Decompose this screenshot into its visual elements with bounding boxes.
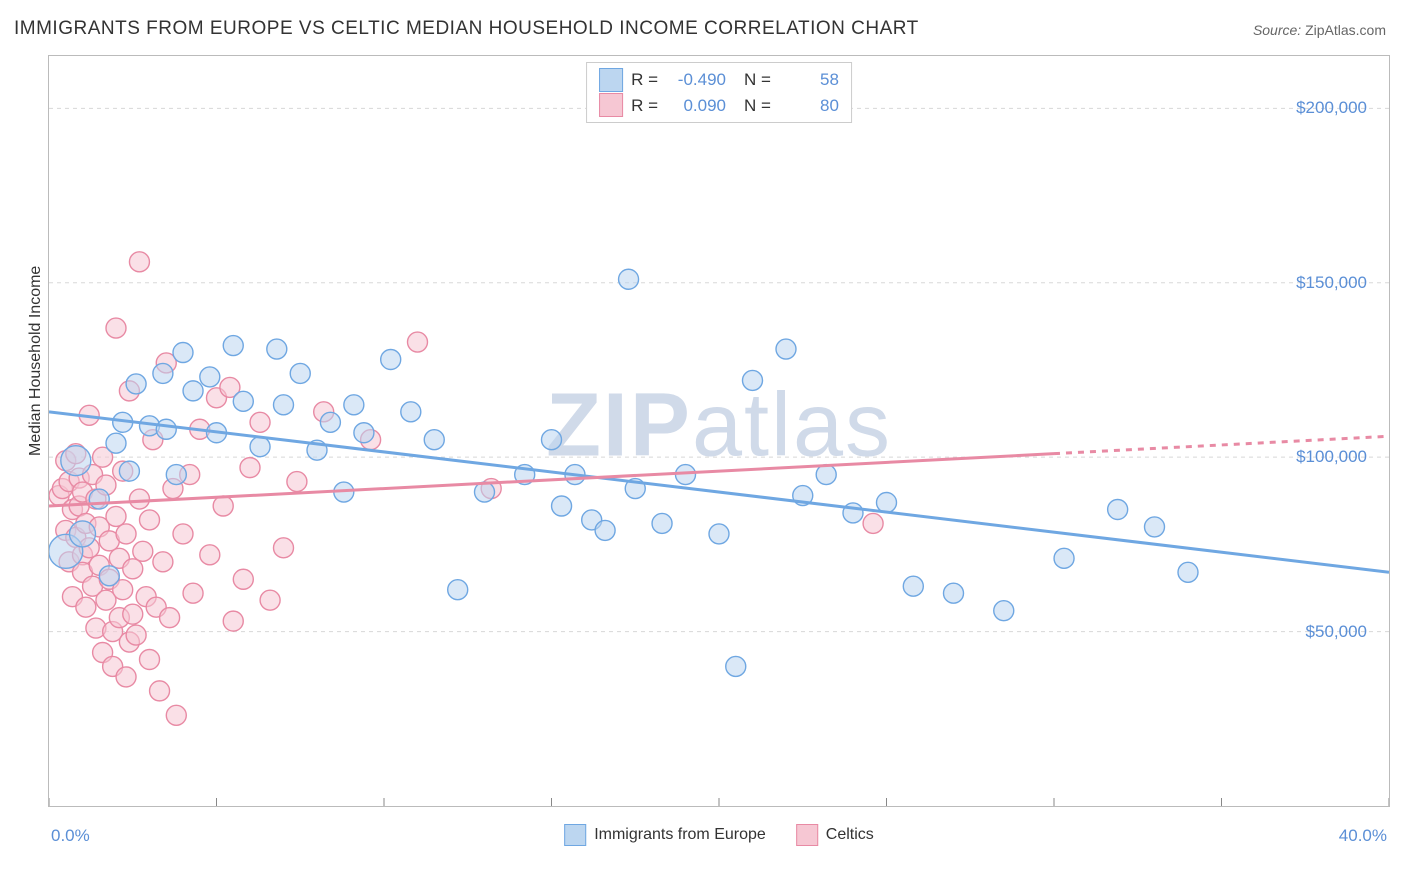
source-attribution: Source: ZipAtlas.com: [1253, 22, 1386, 38]
stat-n-value-1: 80: [779, 93, 839, 119]
y-tick-label: $50,000: [1306, 622, 1367, 642]
correlation-stats-box: R = -0.490 N = 58 R = 0.090 N = 80: [586, 62, 852, 123]
series-legend: Immigrants from Europe Celtics: [564, 824, 874, 846]
x-axis-min-label: 0.0%: [51, 826, 90, 846]
legend-item-0: Immigrants from Europe: [564, 824, 766, 846]
chart-area: Median Household Income ZIPatlas R = -0.…: [48, 55, 1390, 807]
stat-r-value-1: 0.090: [666, 93, 726, 119]
legend-swatch-0: [564, 824, 586, 846]
y-tick-label: $150,000: [1296, 273, 1367, 293]
stat-r-value-0: -0.490: [666, 67, 726, 93]
legend-swatch-1: [796, 824, 818, 846]
stat-n-label: N =: [744, 93, 771, 119]
stat-r-label: R =: [631, 93, 658, 119]
stat-r-label: R =: [631, 67, 658, 93]
y-tick-label: $200,000: [1296, 98, 1367, 118]
stats-row-series-0: R = -0.490 N = 58: [599, 67, 839, 93]
y-axis-label: Median Household Income: [27, 266, 45, 456]
swatch-series-1: [599, 93, 623, 117]
legend-label-0: Immigrants from Europe: [594, 826, 766, 843]
stat-n-label: N =: [744, 67, 771, 93]
source-label: Source:: [1253, 22, 1301, 38]
y-tick-label: $100,000: [1296, 447, 1367, 467]
swatch-series-0: [599, 68, 623, 92]
root: IMMIGRANTS FROM EUROPE VS CELTIC MEDIAN …: [0, 0, 1406, 892]
scatter-plot: [49, 56, 1389, 806]
legend-item-1: Celtics: [796, 824, 874, 846]
chart-title: IMMIGRANTS FROM EUROPE VS CELTIC MEDIAN …: [14, 18, 919, 40]
source-name: ZipAtlas.com: [1305, 22, 1386, 38]
stats-row-series-1: R = 0.090 N = 80: [599, 93, 839, 119]
x-axis-max-label: 40.0%: [1339, 826, 1387, 846]
stat-n-value-0: 58: [779, 67, 839, 93]
legend-label-1: Celtics: [826, 826, 874, 843]
